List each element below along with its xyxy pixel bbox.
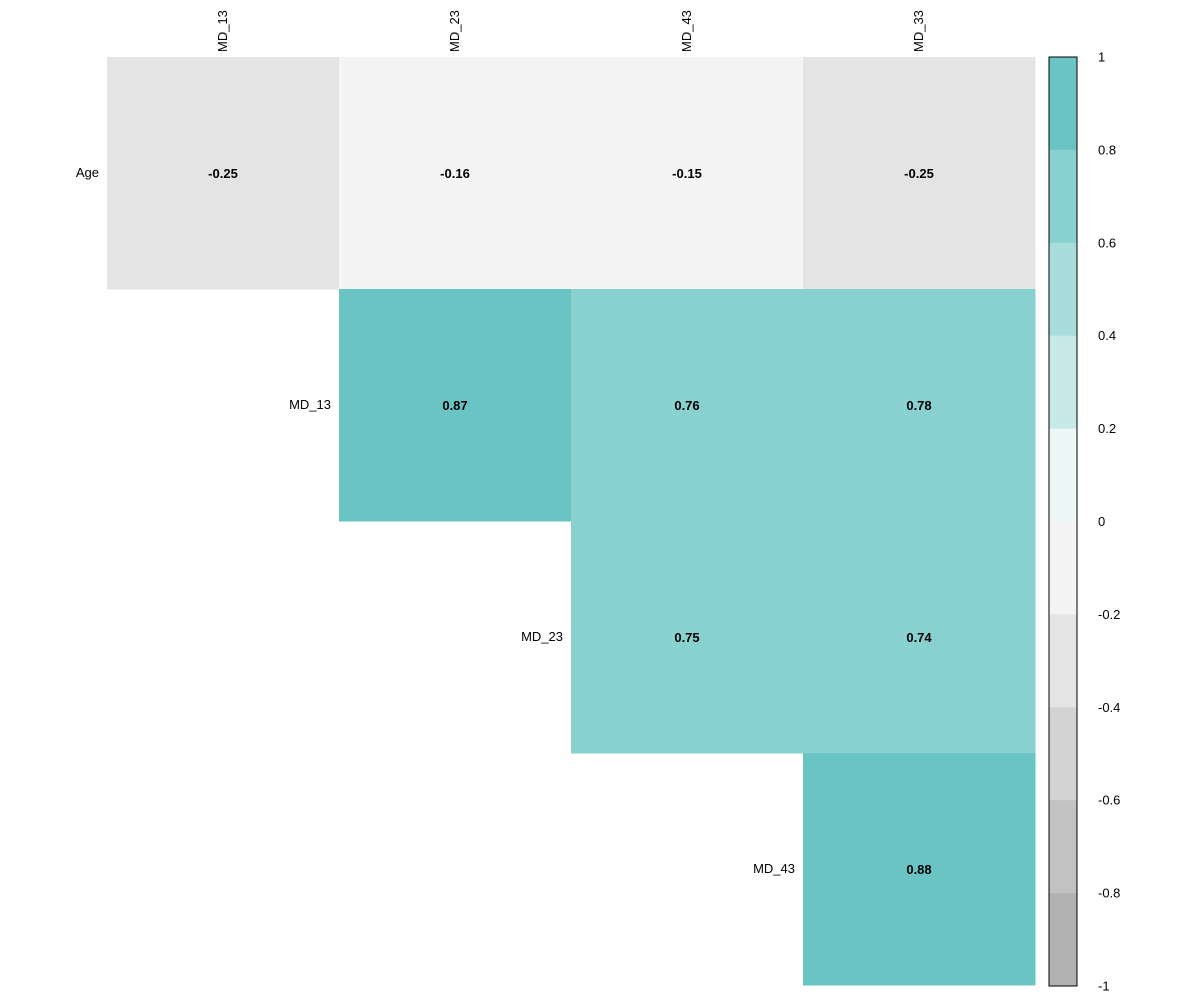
color-legend-bin bbox=[1049, 335, 1077, 430]
heatmap-cell bbox=[803, 289, 1036, 522]
row-label: Age bbox=[76, 165, 99, 180]
heatmap-cell bbox=[107, 57, 340, 290]
color-legend-bin bbox=[1049, 707, 1077, 801]
color-legend-bin bbox=[1049, 893, 1077, 987]
cell-value-label: 0.87 bbox=[442, 398, 467, 413]
column-labels: MD_13 MD_23 MD_43 MD_33 bbox=[215, 10, 926, 52]
cell-value-label: 0.88 bbox=[906, 862, 931, 877]
heatmap-cell bbox=[339, 57, 572, 290]
row-labels: Age MD_13 MD_23 MD_43 bbox=[76, 165, 795, 876]
cell-value-label: 0.74 bbox=[906, 630, 932, 645]
cell-value-label: -0.16 bbox=[440, 166, 470, 181]
cell-value-label: 0.76 bbox=[674, 398, 699, 413]
color-legend-tick-label: 0.4 bbox=[1098, 328, 1116, 343]
color-legend-tick-label: 0.2 bbox=[1098, 421, 1116, 436]
heatmap-cell bbox=[571, 521, 804, 754]
cell-value-label: 0.75 bbox=[674, 630, 699, 645]
color-legend-tick-label: -0.2 bbox=[1098, 607, 1120, 622]
heatmap-cell bbox=[339, 289, 572, 522]
column-label: MD_33 bbox=[911, 10, 926, 52]
color-legend-tick-label: -0.8 bbox=[1098, 886, 1120, 901]
color-legend-bin bbox=[1049, 521, 1077, 615]
heatmap-cell bbox=[571, 57, 804, 290]
heatmap-cell bbox=[803, 753, 1036, 986]
heatmap-cell bbox=[803, 57, 1036, 290]
color-legend-tick-label: 0.8 bbox=[1098, 142, 1116, 157]
row-label: MD_23 bbox=[521, 629, 563, 644]
heatmap-cells bbox=[107, 57, 1036, 986]
cell-value-label: -0.25 bbox=[208, 166, 238, 181]
color-legend-tick-label: 1 bbox=[1098, 50, 1105, 65]
heatmap-cell bbox=[571, 289, 804, 522]
color-legend-bin bbox=[1049, 614, 1077, 708]
column-label: MD_23 bbox=[447, 10, 462, 52]
cell-value-label: -0.25 bbox=[904, 166, 934, 181]
color-legend-bin bbox=[1049, 428, 1077, 522]
cell-value-label: -0.15 bbox=[672, 166, 702, 181]
row-label: MD_43 bbox=[753, 861, 795, 876]
color-legend-frame bbox=[1048, 56, 1078, 987]
color-legend-tick-label: -0.4 bbox=[1098, 700, 1120, 715]
color-legend: 1 0.8 0.6 0.4 0.2 0 -0.2 -0.4 -0.6 -0.8 -1 bbox=[1048, 50, 1120, 994]
column-label: MD_13 bbox=[215, 10, 230, 52]
color-legend-tick-label: -0.6 bbox=[1098, 793, 1120, 808]
color-legend-bin bbox=[1049, 242, 1077, 337]
column-label: MD_43 bbox=[679, 10, 694, 52]
color-legend-tick-label: -1 bbox=[1098, 979, 1110, 994]
color-legend-bin bbox=[1049, 149, 1077, 244]
color-legend-bin bbox=[1049, 800, 1077, 894]
heatmap-value-labels: -0.25 -0.16 -0.15 -0.25 0.87 0.76 0.78 0.75 0.74… bbox=[208, 166, 934, 877]
cell-value-label: 0.78 bbox=[906, 398, 931, 413]
color-legend-bin bbox=[1049, 57, 1077, 151]
row-label: MD_13 bbox=[289, 397, 331, 412]
color-legend-tick-label: 0 bbox=[1098, 514, 1105, 529]
color-legend-tick-label: 0.6 bbox=[1098, 235, 1116, 250]
heatmap-cell bbox=[803, 521, 1036, 754]
